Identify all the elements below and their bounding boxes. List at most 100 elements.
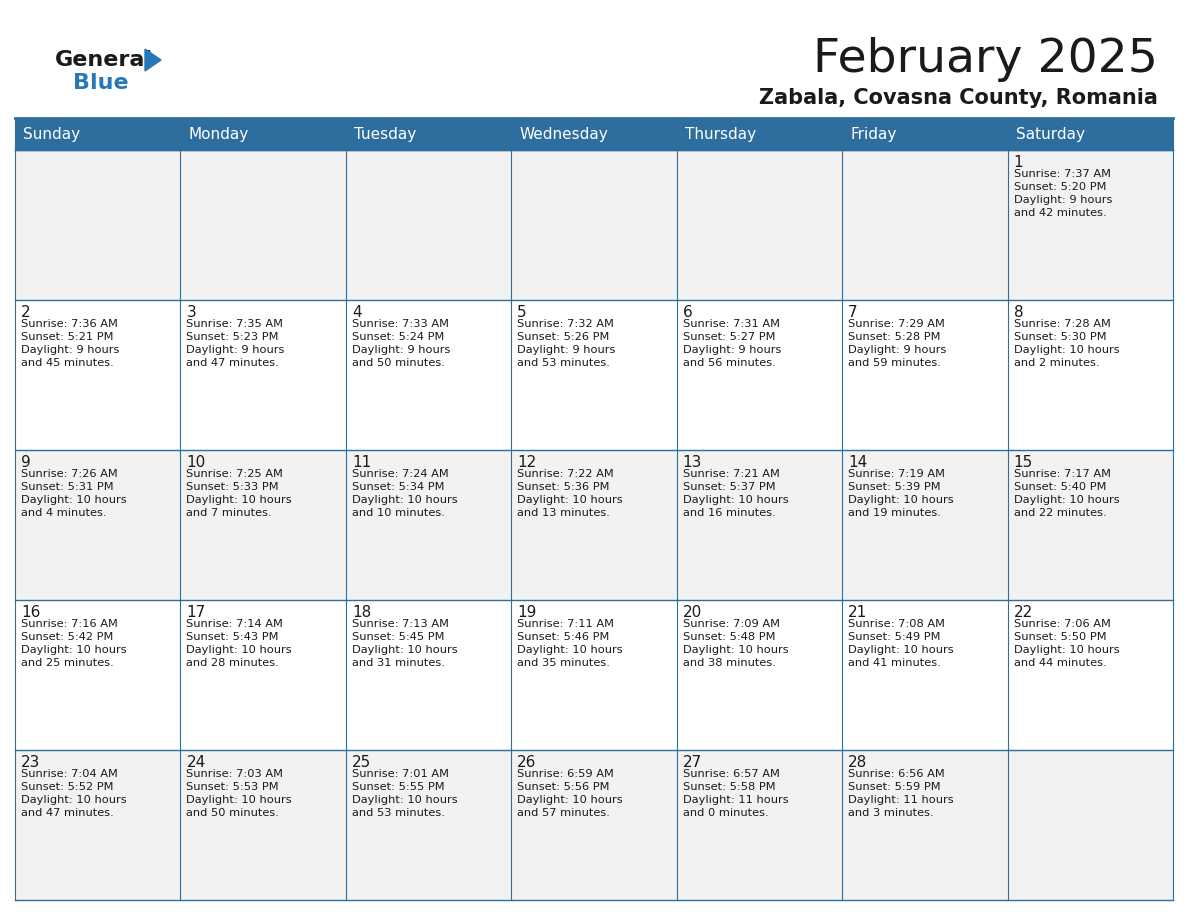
Text: 5: 5 xyxy=(517,305,527,320)
Text: Daylight: 10 hours: Daylight: 10 hours xyxy=(517,495,623,505)
Text: Sunset: 5:37 PM: Sunset: 5:37 PM xyxy=(683,482,776,492)
Text: Sunrise: 7:22 AM: Sunrise: 7:22 AM xyxy=(517,469,614,479)
Text: 11: 11 xyxy=(352,455,371,470)
Text: Sunset: 5:55 PM: Sunset: 5:55 PM xyxy=(352,782,444,792)
Text: Sunrise: 6:56 AM: Sunrise: 6:56 AM xyxy=(848,769,944,779)
Text: and 4 minutes.: and 4 minutes. xyxy=(21,508,107,518)
Text: 15: 15 xyxy=(1013,455,1032,470)
Text: 8: 8 xyxy=(1013,305,1023,320)
Text: Daylight: 10 hours: Daylight: 10 hours xyxy=(21,495,127,505)
Text: Sunset: 5:30 PM: Sunset: 5:30 PM xyxy=(1013,332,1106,342)
Text: Daylight: 9 hours: Daylight: 9 hours xyxy=(848,345,947,355)
Text: 16: 16 xyxy=(21,605,40,620)
Text: Blue: Blue xyxy=(72,73,128,93)
Text: 23: 23 xyxy=(21,755,40,770)
Text: Sunset: 5:26 PM: Sunset: 5:26 PM xyxy=(517,332,609,342)
Text: Sunrise: 7:13 AM: Sunrise: 7:13 AM xyxy=(352,619,449,629)
Text: 3: 3 xyxy=(187,305,196,320)
Text: Daylight: 9 hours: Daylight: 9 hours xyxy=(352,345,450,355)
Text: Sunrise: 7:33 AM: Sunrise: 7:33 AM xyxy=(352,319,449,329)
Text: Sunset: 5:59 PM: Sunset: 5:59 PM xyxy=(848,782,941,792)
Text: and 53 minutes.: and 53 minutes. xyxy=(517,358,611,368)
Text: 12: 12 xyxy=(517,455,537,470)
Text: and 45 minutes.: and 45 minutes. xyxy=(21,358,114,368)
Text: Daylight: 10 hours: Daylight: 10 hours xyxy=(352,645,457,655)
Text: Sunset: 5:33 PM: Sunset: 5:33 PM xyxy=(187,482,279,492)
Text: Sunset: 5:31 PM: Sunset: 5:31 PM xyxy=(21,482,114,492)
Text: Sunset: 5:46 PM: Sunset: 5:46 PM xyxy=(517,632,609,642)
Text: Sunrise: 7:09 AM: Sunrise: 7:09 AM xyxy=(683,619,779,629)
Text: Daylight: 11 hours: Daylight: 11 hours xyxy=(848,795,954,805)
Text: and 38 minutes.: and 38 minutes. xyxy=(683,658,776,668)
Text: 2: 2 xyxy=(21,305,31,320)
Text: 13: 13 xyxy=(683,455,702,470)
Text: Sunrise: 7:26 AM: Sunrise: 7:26 AM xyxy=(21,469,118,479)
Text: and 44 minutes.: and 44 minutes. xyxy=(1013,658,1106,668)
Text: Sunset: 5:36 PM: Sunset: 5:36 PM xyxy=(517,482,609,492)
Text: Daylight: 10 hours: Daylight: 10 hours xyxy=(352,795,457,805)
Bar xyxy=(15,600,1173,750)
Text: Daylight: 10 hours: Daylight: 10 hours xyxy=(21,645,127,655)
Text: 7: 7 xyxy=(848,305,858,320)
Text: Daylight: 10 hours: Daylight: 10 hours xyxy=(352,495,457,505)
Text: Sunset: 5:50 PM: Sunset: 5:50 PM xyxy=(1013,632,1106,642)
Text: Wednesday: Wednesday xyxy=(519,127,608,141)
Text: 6: 6 xyxy=(683,305,693,320)
Text: and 7 minutes.: and 7 minutes. xyxy=(187,508,272,518)
Text: Sunrise: 7:21 AM: Sunrise: 7:21 AM xyxy=(683,469,779,479)
Text: General: General xyxy=(55,50,153,70)
Text: and 35 minutes.: and 35 minutes. xyxy=(517,658,611,668)
Text: Sunset: 5:40 PM: Sunset: 5:40 PM xyxy=(1013,482,1106,492)
Text: Sunset: 5:42 PM: Sunset: 5:42 PM xyxy=(21,632,113,642)
Text: Sunset: 5:28 PM: Sunset: 5:28 PM xyxy=(848,332,941,342)
Text: Daylight: 9 hours: Daylight: 9 hours xyxy=(683,345,781,355)
Text: Daylight: 9 hours: Daylight: 9 hours xyxy=(187,345,285,355)
Text: Sunrise: 7:24 AM: Sunrise: 7:24 AM xyxy=(352,469,449,479)
Text: Monday: Monday xyxy=(189,127,248,141)
Text: Sunrise: 7:14 AM: Sunrise: 7:14 AM xyxy=(187,619,283,629)
Text: Thursday: Thursday xyxy=(684,127,756,141)
Text: and 50 minutes.: and 50 minutes. xyxy=(187,808,279,818)
Text: Daylight: 10 hours: Daylight: 10 hours xyxy=(848,495,954,505)
Text: Daylight: 10 hours: Daylight: 10 hours xyxy=(517,645,623,655)
Text: Sunset: 5:49 PM: Sunset: 5:49 PM xyxy=(848,632,941,642)
Text: Daylight: 10 hours: Daylight: 10 hours xyxy=(21,795,127,805)
Text: Sunset: 5:34 PM: Sunset: 5:34 PM xyxy=(352,482,444,492)
Bar xyxy=(15,118,1173,150)
Text: Daylight: 9 hours: Daylight: 9 hours xyxy=(517,345,615,355)
Text: 14: 14 xyxy=(848,455,867,470)
Text: and 19 minutes.: and 19 minutes. xyxy=(848,508,941,518)
Polygon shape xyxy=(145,49,162,71)
Text: and 3 minutes.: and 3 minutes. xyxy=(848,808,934,818)
Text: Sunrise: 7:37 AM: Sunrise: 7:37 AM xyxy=(1013,169,1111,179)
Text: Daylight: 10 hours: Daylight: 10 hours xyxy=(1013,645,1119,655)
Text: Daylight: 10 hours: Daylight: 10 hours xyxy=(683,645,789,655)
Text: Sunrise: 7:06 AM: Sunrise: 7:06 AM xyxy=(1013,619,1111,629)
Text: and 59 minutes.: and 59 minutes. xyxy=(848,358,941,368)
Text: 1: 1 xyxy=(1013,155,1023,170)
Text: Tuesday: Tuesday xyxy=(354,127,416,141)
Text: Sunrise: 7:29 AM: Sunrise: 7:29 AM xyxy=(848,319,944,329)
Text: Sunrise: 7:03 AM: Sunrise: 7:03 AM xyxy=(187,769,284,779)
Text: 18: 18 xyxy=(352,605,371,620)
Text: Sunrise: 7:04 AM: Sunrise: 7:04 AM xyxy=(21,769,118,779)
Text: Sunset: 5:53 PM: Sunset: 5:53 PM xyxy=(187,782,279,792)
Text: Sunrise: 7:11 AM: Sunrise: 7:11 AM xyxy=(517,619,614,629)
Text: and 41 minutes.: and 41 minutes. xyxy=(848,658,941,668)
Text: 17: 17 xyxy=(187,605,206,620)
Text: and 28 minutes.: and 28 minutes. xyxy=(187,658,279,668)
Bar xyxy=(15,300,1173,450)
Text: Sunset: 5:39 PM: Sunset: 5:39 PM xyxy=(848,482,941,492)
Text: 19: 19 xyxy=(517,605,537,620)
Text: Sunrise: 7:16 AM: Sunrise: 7:16 AM xyxy=(21,619,118,629)
Text: Sunrise: 7:31 AM: Sunrise: 7:31 AM xyxy=(683,319,779,329)
Text: and 16 minutes.: and 16 minutes. xyxy=(683,508,776,518)
Text: Sunset: 5:48 PM: Sunset: 5:48 PM xyxy=(683,632,776,642)
Text: Sunset: 5:58 PM: Sunset: 5:58 PM xyxy=(683,782,776,792)
Text: 25: 25 xyxy=(352,755,371,770)
Text: February 2025: February 2025 xyxy=(813,38,1158,83)
Text: Sunrise: 7:28 AM: Sunrise: 7:28 AM xyxy=(1013,319,1111,329)
Text: Daylight: 10 hours: Daylight: 10 hours xyxy=(187,495,292,505)
Text: and 57 minutes.: and 57 minutes. xyxy=(517,808,611,818)
Text: Sunrise: 6:59 AM: Sunrise: 6:59 AM xyxy=(517,769,614,779)
